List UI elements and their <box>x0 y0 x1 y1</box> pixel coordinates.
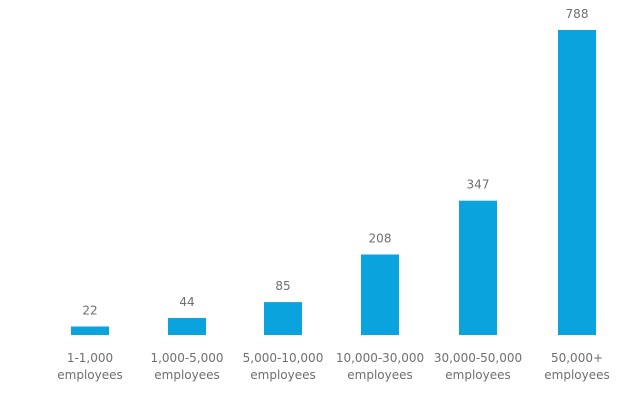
category-label-3-line-0: 10,000-30,000 <box>336 351 424 365</box>
bar-2 <box>264 302 302 335</box>
category-label-5-line-0: 50,000+ <box>551 351 603 365</box>
bar-4 <box>459 200 497 335</box>
category-label-2-line-1: employees <box>250 368 315 382</box>
bar-5 <box>558 30 596 335</box>
value-labels-group: 22 44 85 208 347 788 <box>82 7 588 318</box>
category-label-1-line-1: employees <box>154 368 219 382</box>
bar-0 <box>71 326 109 335</box>
category-labels-group: 1-1,000 employees 1,000-5,000 employees 5,00… <box>57 351 609 382</box>
bar-1 <box>168 318 206 335</box>
category-label-0-line-0: 1-1,000 <box>67 351 113 365</box>
value-label-0: 22 <box>82 304 97 318</box>
category-label-0-line-1: employees <box>57 368 122 382</box>
bars-group <box>71 30 596 335</box>
category-label-3-line-1: employees <box>347 368 412 382</box>
category-label-4-line-1: employees <box>445 368 510 382</box>
category-label-2-line-0: 5,000-10,000 <box>243 351 324 365</box>
category-label-1-line-0: 1,000-5,000 <box>150 351 223 365</box>
category-label-4-line-0: 30,000-50,000 <box>434 351 522 365</box>
value-label-4: 347 <box>467 178 490 192</box>
value-label-3: 208 <box>369 232 392 246</box>
value-label-2: 85 <box>275 279 290 293</box>
value-label-1: 44 <box>179 295 194 309</box>
category-label-5-line-1: employees <box>544 368 609 382</box>
bar-3 <box>361 254 399 335</box>
value-label-5: 788 <box>566 7 589 21</box>
